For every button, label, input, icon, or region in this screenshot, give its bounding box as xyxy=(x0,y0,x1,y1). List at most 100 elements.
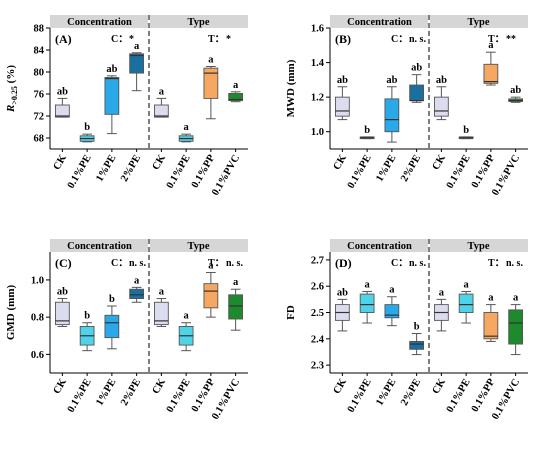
x-tick-label: CK xyxy=(52,152,70,172)
x-tick-label: CK xyxy=(151,152,169,172)
significance-letter: a xyxy=(464,279,470,290)
box-2: b xyxy=(359,125,375,140)
strip-title-concentration: Concentration xyxy=(67,17,132,28)
x-tick-label: 2%PE xyxy=(119,377,143,408)
box-7: a xyxy=(483,40,499,86)
sig-label-right: T： xyxy=(208,258,225,269)
sig-value-right: ** xyxy=(506,34,516,45)
strip-concentration-bg xyxy=(50,15,148,28)
sig-label-left: C： xyxy=(391,34,408,45)
sig-label-left: C： xyxy=(111,258,128,269)
strip-type-bg xyxy=(150,15,248,28)
significance-letter: b xyxy=(463,125,469,136)
box-body xyxy=(409,84,425,102)
box-4: a xyxy=(129,275,145,303)
significance-letter: a xyxy=(233,80,239,91)
sig-value-left: * xyxy=(129,34,134,45)
box-8: a xyxy=(508,293,524,356)
strip-concentration-bg xyxy=(330,239,428,252)
y-axis-label: MWD (mm) xyxy=(285,59,297,117)
strip-title-concentration: Concentration xyxy=(347,17,412,28)
strip-title-type: Type xyxy=(468,241,490,252)
significance-letter: ab xyxy=(386,75,397,86)
significance-letter: ab xyxy=(106,64,117,75)
x-tick-label: 0.1%PE xyxy=(66,153,94,191)
box-1: ab xyxy=(54,86,70,118)
box-3: ab xyxy=(104,64,120,135)
box-body xyxy=(54,104,70,118)
box-1: ab xyxy=(334,287,350,332)
box-body xyxy=(228,92,244,102)
sig-value-right: n. s. xyxy=(506,258,523,269)
box-4: a xyxy=(129,41,145,92)
y-tick-label: 1.0 xyxy=(311,127,324,138)
x-tick-label: CK xyxy=(151,376,169,396)
box-body xyxy=(129,53,145,74)
box-3: b xyxy=(104,294,120,350)
y-tick-label: 1.2 xyxy=(311,93,324,104)
box-body xyxy=(483,312,499,340)
strip-title-type: Type xyxy=(188,241,210,252)
box-body xyxy=(384,98,400,133)
box-2: b xyxy=(79,122,95,143)
significance-letter: a xyxy=(208,260,214,271)
y-tick-label: 76 xyxy=(34,90,45,101)
x-tick-label: CK xyxy=(332,152,350,172)
sig-value-right: n. s. xyxy=(226,258,243,269)
sig-label-left: C： xyxy=(111,34,128,45)
strip-concentration-bg xyxy=(330,15,428,28)
box-body xyxy=(359,293,375,313)
significance-letter: b xyxy=(84,122,90,133)
significance-letter: ab xyxy=(57,86,68,97)
y-tick-label: 1.4 xyxy=(311,58,325,69)
box-7: a xyxy=(203,55,219,120)
x-tick-label: 0.1%PE xyxy=(346,377,374,415)
y-tick-label: 88 xyxy=(34,24,45,35)
significance-letter: b xyxy=(364,125,370,136)
box-4: b xyxy=(409,322,425,356)
box-3: ab xyxy=(384,75,400,143)
y-axis-label: R>0.25 (%) xyxy=(5,65,19,113)
significance-letter: ab xyxy=(337,287,348,298)
box-8: a xyxy=(228,277,244,331)
box-1: ab xyxy=(54,287,70,327)
significance-letter: a xyxy=(389,285,395,296)
x-tick-label: 0.1%PE xyxy=(66,377,94,415)
significance-letter: b xyxy=(414,322,420,333)
strip-concentration-bg xyxy=(50,239,148,252)
box-body xyxy=(104,77,120,115)
sig-value-right: * xyxy=(226,34,231,45)
box-5: a xyxy=(153,86,169,118)
y-axis-label: FD xyxy=(285,305,297,320)
y-tick-label: 72 xyxy=(34,112,45,123)
significance-letter: a xyxy=(365,279,371,290)
significance-letter: a xyxy=(513,293,519,304)
significance-letter: a xyxy=(159,86,165,97)
sig-value-left: n. s. xyxy=(409,258,426,269)
box-2: a xyxy=(359,279,375,324)
significance-letter: ab xyxy=(337,75,348,86)
box-body xyxy=(433,96,449,117)
y-axis-label: GMD (mm) xyxy=(5,285,17,341)
x-tick-label: 2%PE xyxy=(399,153,423,184)
x-tick-label: CK xyxy=(52,376,70,396)
panel-label: (D) xyxy=(335,256,352,270)
panel-label: (B) xyxy=(335,32,351,46)
y-tick-label: 1.0 xyxy=(31,275,44,286)
box-7: a xyxy=(203,260,219,318)
x-tick-label: 2%PE xyxy=(399,377,423,408)
sig-value-left: n. s. xyxy=(409,34,426,45)
x-tick-label: 0.1%PE xyxy=(346,153,374,191)
strip-type-bg xyxy=(430,15,528,28)
sig-label-left: C： xyxy=(391,258,408,269)
box-6: a xyxy=(458,279,474,324)
x-tick-label: CK xyxy=(431,152,449,172)
significance-letter: a xyxy=(184,311,190,322)
significance-letter: a xyxy=(439,287,445,298)
strip-title-type: Type xyxy=(188,17,210,28)
y-axis-label-sub: >0.25 xyxy=(10,86,19,105)
y-tick-label: 2.3 xyxy=(311,361,324,372)
